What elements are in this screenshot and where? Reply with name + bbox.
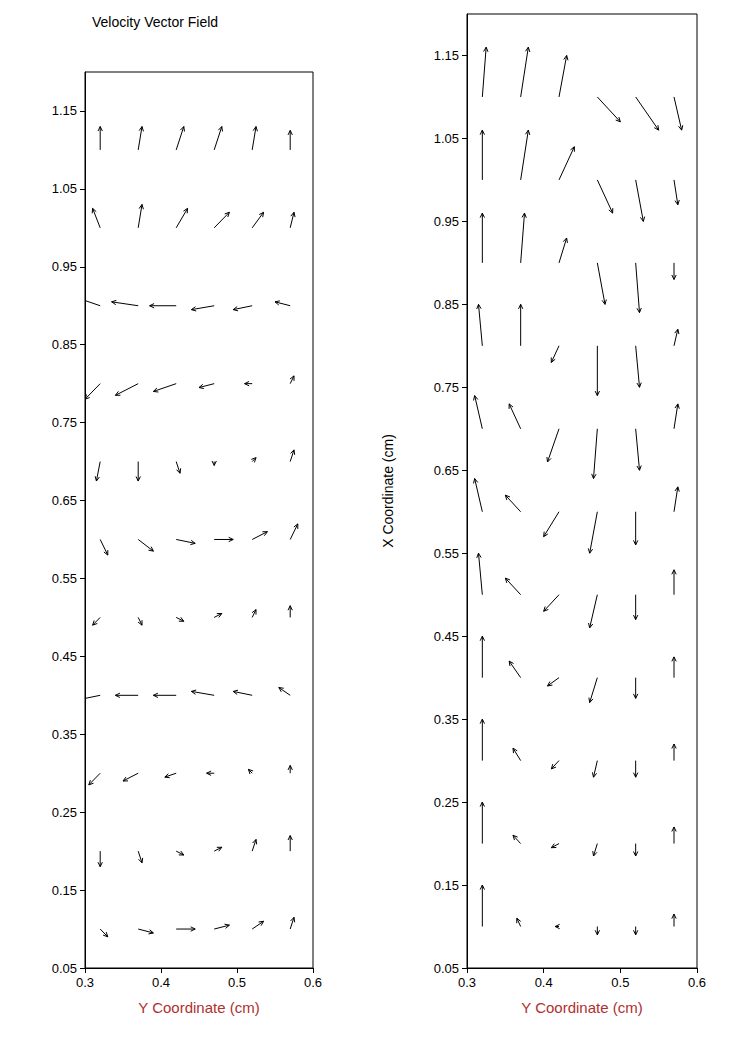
- svg-text:Y Coordinate (cm): Y Coordinate (cm): [521, 999, 642, 1016]
- svg-text:X Coordinate (cm): X Coordinate (cm): [380, 434, 396, 548]
- svg-text:0.5: 0.5: [228, 975, 246, 990]
- svg-text:0.35: 0.35: [434, 712, 459, 727]
- svg-text:0.6: 0.6: [304, 975, 322, 990]
- svg-text:Y Coordinate (cm): Y Coordinate (cm): [138, 999, 259, 1016]
- svg-text:0.4: 0.4: [152, 975, 170, 990]
- svg-text:0.3: 0.3: [458, 975, 476, 990]
- svg-text:0.95: 0.95: [434, 214, 459, 229]
- svg-text:0.15: 0.15: [434, 878, 459, 893]
- svg-text:0.85: 0.85: [434, 297, 459, 312]
- svg-text:0.3: 0.3: [76, 975, 94, 990]
- svg-text:0.75: 0.75: [52, 415, 77, 430]
- svg-text:1.15: 1.15: [434, 48, 459, 63]
- svg-text:0.75: 0.75: [434, 380, 459, 395]
- svg-text:0.45: 0.45: [434, 629, 459, 644]
- svg-text:0.25: 0.25: [434, 795, 459, 810]
- svg-text:0.4: 0.4: [535, 975, 553, 990]
- svg-text:1.05: 1.05: [434, 131, 459, 146]
- svg-text:0.55: 0.55: [434, 546, 459, 561]
- svg-text:0.45: 0.45: [52, 649, 77, 664]
- svg-text:0.65: 0.65: [52, 493, 77, 508]
- svg-text:0.05: 0.05: [434, 961, 459, 976]
- svg-text:0.35: 0.35: [52, 727, 77, 742]
- svg-text:1.15: 1.15: [52, 103, 77, 118]
- svg-text:0.6: 0.6: [688, 975, 706, 990]
- svg-text:0.95: 0.95: [52, 259, 77, 274]
- svg-text:0.65: 0.65: [434, 463, 459, 478]
- svg-text:1.05: 1.05: [52, 181, 77, 196]
- svg-text:Velocity Vector Field: Velocity Vector Field: [92, 14, 218, 30]
- svg-text:0.55: 0.55: [52, 571, 77, 586]
- svg-text:0.05: 0.05: [52, 961, 77, 976]
- svg-text:0.85: 0.85: [52, 337, 77, 352]
- svg-text:0.5: 0.5: [611, 975, 629, 990]
- svg-text:0.15: 0.15: [52, 883, 77, 898]
- svg-text:0.25: 0.25: [52, 805, 77, 820]
